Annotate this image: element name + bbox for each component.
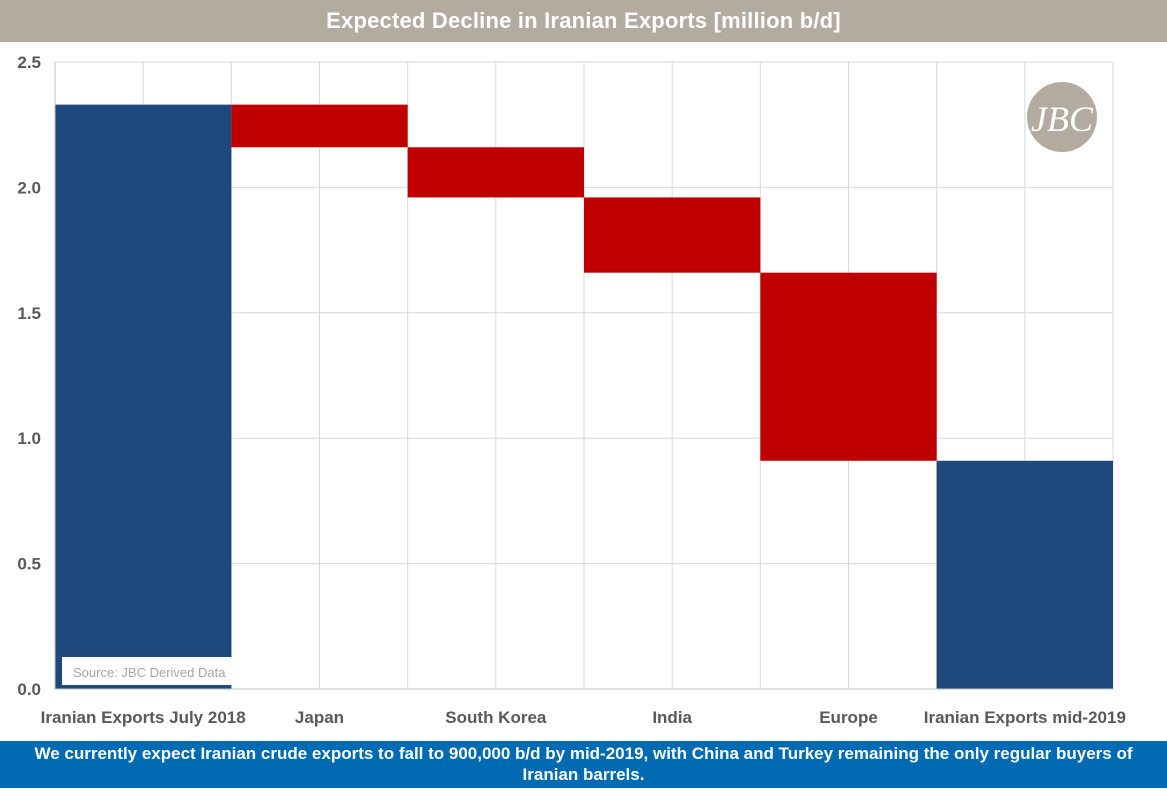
axis-layer: 0.0 0.5 1.0 1.5 2.0 2.5 Iranian Exports July 2… <box>17 53 1126 727</box>
waterfall-chart: 0.0 0.5 1.0 1.5 2.0 2.5 Iranian Exports July 2… <box>17 53 1126 727</box>
y-tick-label: 0.0 <box>17 680 41 699</box>
source-annotation-box <box>62 657 240 685</box>
bar-total <box>55 104 232 690</box>
bar-decrease <box>760 272 937 461</box>
bar-total <box>936 460 1113 689</box>
y-tick-label: 0.5 <box>17 555 41 574</box>
chart-title: Expected Decline in Iranian Exports [mil… <box>326 8 841 33</box>
logo-text: JBC <box>1031 99 1094 139</box>
bar-decrease <box>231 104 408 148</box>
x-tick-label: South Korea <box>445 708 547 727</box>
footer-text: We currently expect Iranian crude export… <box>34 744 1133 784</box>
x-tick-label: Iranian Exports mid-2019 <box>924 708 1126 727</box>
y-tick-label: 1.5 <box>17 304 41 323</box>
source-annotation: Source: JBC Derived Data <box>73 665 226 680</box>
chart-title-bar: Expected Decline in Iranian Exports [mil… <box>0 0 1167 42</box>
x-tick-label: Japan <box>295 708 344 727</box>
logo-circle <box>1027 82 1097 152</box>
bar-decrease <box>584 197 761 273</box>
y-tick-label: 1.0 <box>17 429 41 448</box>
x-tick-label: Europe <box>819 708 878 727</box>
x-tick-label: Iranian Exports July 2018 <box>41 708 246 727</box>
x-tick-label: India <box>652 708 692 727</box>
y-tick-label: 2.0 <box>17 178 41 197</box>
y-tick-label: 2.5 <box>17 53 41 72</box>
bar-decrease <box>407 147 584 198</box>
logo: JBC <box>1027 82 1097 152</box>
footer-caption: We currently expect Iranian crude export… <box>0 741 1167 788</box>
bar-layer <box>55 104 1113 690</box>
